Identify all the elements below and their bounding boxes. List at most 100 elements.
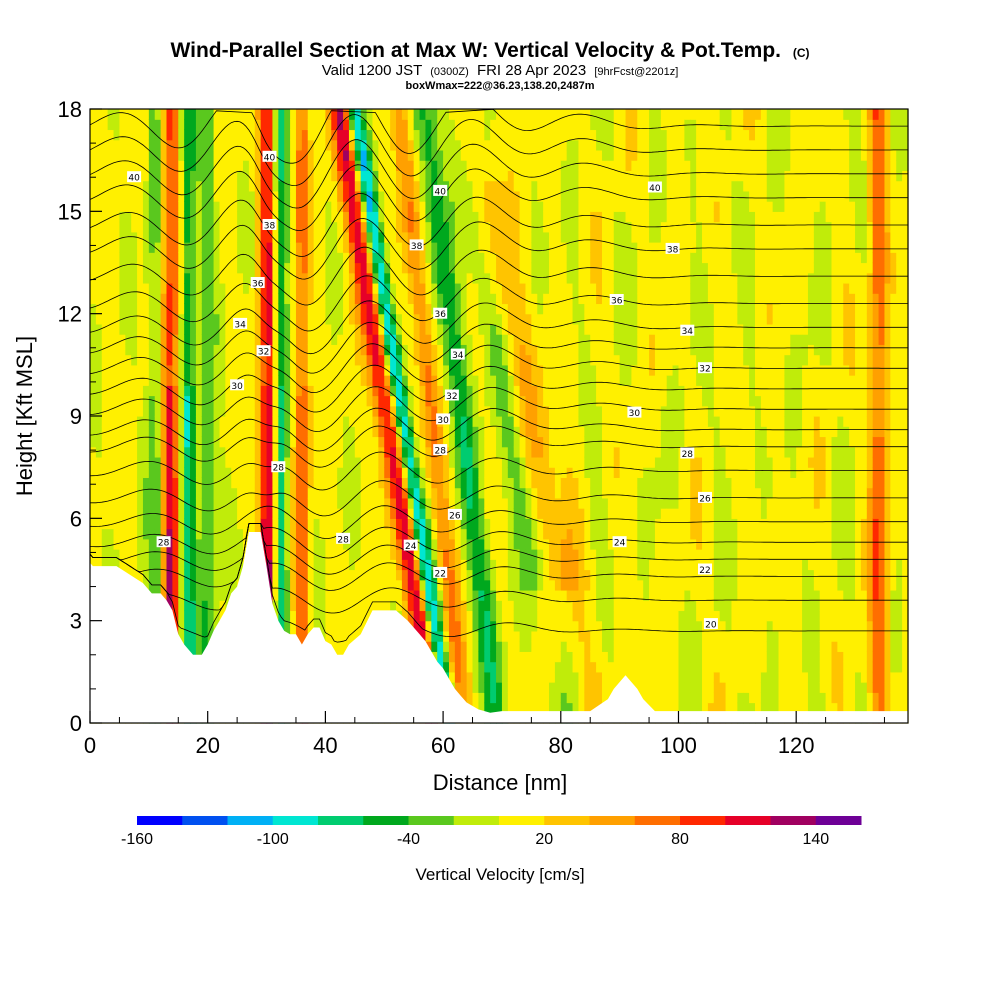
velocity-cell <box>201 467 209 478</box>
velocity-cell <box>384 508 391 519</box>
velocity-cell <box>578 661 585 673</box>
velocity-cell <box>354 446 362 458</box>
velocity-cell <box>378 221 385 233</box>
velocity-cell <box>148 416 156 427</box>
velocity-cell <box>507 109 515 120</box>
velocity-cell <box>531 620 538 632</box>
velocity-cell <box>401 293 409 305</box>
velocity-cell <box>354 487 362 499</box>
velocity-cell <box>507 487 515 499</box>
velocity-cell <box>419 313 427 325</box>
velocity-cell <box>478 252 485 264</box>
velocity-cell <box>366 293 374 305</box>
velocity-cell <box>560 661 568 673</box>
velocity-cell <box>384 160 391 171</box>
velocity-cell <box>319 487 326 499</box>
velocity-cell <box>248 252 256 264</box>
velocity-cell <box>325 467 332 478</box>
velocity-cell <box>284 497 291 509</box>
velocity-cell <box>372 375 379 386</box>
velocity-cell <box>549 375 556 386</box>
velocity-cell <box>266 129 274 141</box>
velocity-cell <box>160 385 168 397</box>
velocity-cell <box>448 436 456 448</box>
velocity-cell <box>566 119 574 131</box>
velocity-cell <box>343 559 350 571</box>
velocity-cell <box>248 221 256 233</box>
velocity-cell <box>413 528 421 540</box>
velocity-cell <box>384 446 391 458</box>
velocity-cell <box>307 170 315 182</box>
velocity-cell <box>354 610 362 622</box>
velocity-cell <box>543 405 550 417</box>
velocity-cell <box>254 364 262 376</box>
velocity-cell <box>178 303 185 315</box>
velocity-cell <box>531 426 538 438</box>
velocity-cell <box>290 242 297 253</box>
velocity-cell <box>396 426 403 438</box>
velocity-cell <box>278 149 285 161</box>
velocity-cell <box>260 109 268 120</box>
velocity-cell <box>119 364 126 376</box>
velocity-cell <box>384 538 391 550</box>
velocity-cell <box>213 323 221 335</box>
velocity-cell <box>401 549 409 560</box>
velocity-cell <box>190 334 197 345</box>
velocity-cell <box>154 129 162 141</box>
velocity-cell <box>531 252 538 264</box>
velocity-cell <box>413 405 421 417</box>
velocity-cell <box>331 262 338 274</box>
velocity-cell <box>501 477 509 489</box>
velocity-cell <box>248 405 256 417</box>
velocity-cell <box>284 375 291 386</box>
velocity-cell <box>390 416 397 427</box>
velocity-cell <box>284 231 291 243</box>
velocity-cell <box>578 702 585 714</box>
velocity-cell <box>531 354 538 366</box>
velocity-cell <box>472 385 479 397</box>
velocity-cell <box>113 405 121 417</box>
velocity-cell <box>219 231 226 243</box>
velocity-cell <box>419 569 427 581</box>
velocity-cell <box>190 518 197 530</box>
velocity-cell <box>543 630 550 642</box>
velocity-cell <box>372 477 379 489</box>
velocity-cell <box>201 190 209 202</box>
velocity-cell <box>172 109 179 120</box>
velocity-cell <box>160 518 168 530</box>
velocity-cell <box>125 487 132 499</box>
velocity-cell <box>348 160 356 171</box>
velocity-cell <box>425 272 432 284</box>
velocity-cell <box>190 231 197 243</box>
velocity-cell <box>437 139 444 151</box>
velocity-cell <box>560 139 568 151</box>
velocity-cell <box>272 559 279 571</box>
velocity-cell <box>425 354 432 366</box>
velocity-cell <box>560 579 568 591</box>
velocity-cell <box>478 119 485 131</box>
velocity-cell <box>154 160 162 171</box>
velocity-cell <box>543 497 550 509</box>
velocity-cell <box>231 231 238 243</box>
velocity-cell <box>337 385 344 397</box>
velocity-cell <box>525 518 532 530</box>
velocity-cell <box>543 180 550 192</box>
velocity-cell <box>225 559 232 571</box>
velocity-cell <box>549 334 556 345</box>
velocity-cell <box>125 119 132 131</box>
velocity-cell <box>501 579 509 591</box>
velocity-cell <box>496 405 503 417</box>
velocity-cell <box>490 129 497 141</box>
velocity-cell <box>513 354 521 366</box>
velocity-cell <box>107 211 115 223</box>
velocity-cell <box>95 426 103 438</box>
velocity-cell <box>325 201 332 212</box>
velocity-cell <box>301 549 309 560</box>
velocity-cell <box>184 293 191 305</box>
velocity-cell <box>131 456 138 468</box>
velocity-cell <box>531 385 538 397</box>
velocity-cell <box>231 528 238 540</box>
velocity-cell <box>413 282 421 294</box>
velocity-cell <box>119 282 126 294</box>
velocity-cell <box>478 446 485 458</box>
